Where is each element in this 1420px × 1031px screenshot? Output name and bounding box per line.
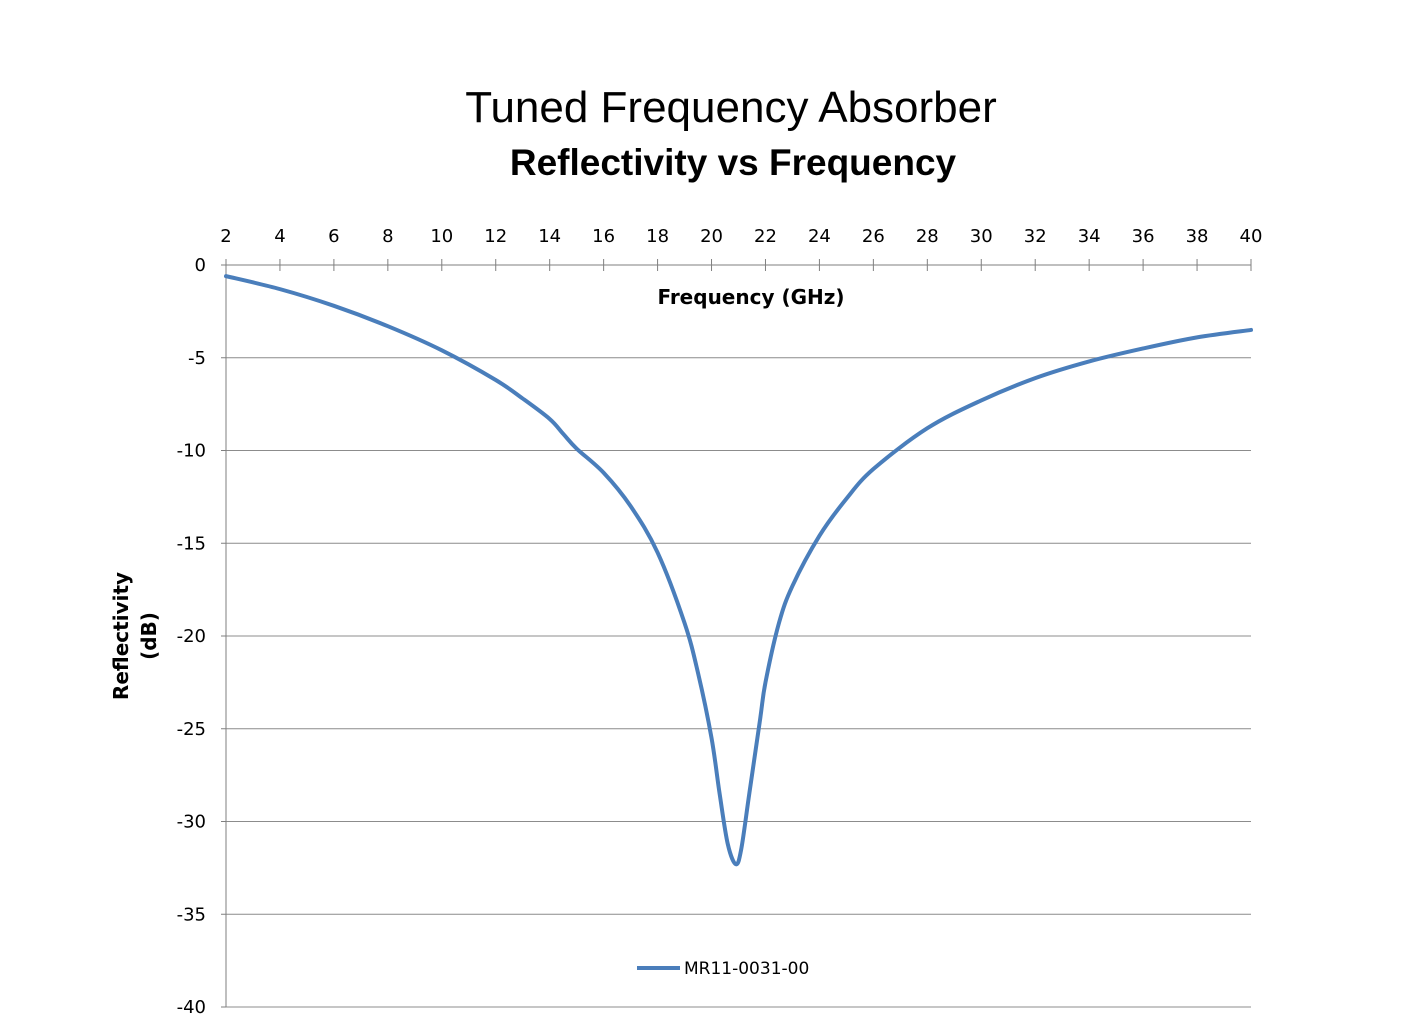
x-tick-label: 20	[700, 226, 723, 247]
x-tick-label: 18	[646, 226, 669, 247]
x-tick-label: 32	[1024, 226, 1047, 247]
y-axis-title-line1: Reflectivity	[109, 572, 133, 700]
x-tick-label: 28	[916, 226, 939, 247]
x-tick-label: 2	[220, 226, 231, 247]
x-tick-label: 4	[274, 226, 285, 247]
legend-label: MR11-0031-00	[684, 959, 809, 979]
x-tick-label: 10	[430, 226, 453, 247]
y-tick-label: -40	[177, 997, 206, 1018]
gridlines	[226, 357, 1251, 1008]
chart-title: Tuned Frequency Absorber	[465, 83, 997, 132]
x-tick-label: 36	[1132, 226, 1155, 247]
y-tick-label: -5	[188, 348, 206, 369]
x-tick-label: 22	[754, 226, 777, 247]
x-tick-label: 16	[592, 226, 615, 247]
y-tick-label: -25	[177, 719, 206, 740]
y-tick-label: -20	[177, 626, 206, 647]
x-tick-label: 40	[1240, 226, 1263, 247]
x-tick-label: 30	[970, 226, 993, 247]
series-lines	[224, 274, 1253, 867]
y-tick-label: -10	[177, 441, 206, 462]
x-tick-label: 26	[862, 226, 885, 247]
x-tick-label: 6	[328, 226, 339, 247]
y-axis-title-line2: (dB)	[137, 612, 161, 660]
x-tick-label: 8	[382, 226, 393, 247]
x-tick-labels: 2 4 6 8 10 12 14 16 18 20 22 24 26 28 30 32 34 36 38 40	[220, 226, 1262, 271]
y-tick-labels: 0 -5 -10 -15 -20 -25 -30 -35 -40	[177, 255, 226, 1018]
x-tick-label: 24	[808, 226, 831, 247]
x-axis-title: Frequency (GHz)	[657, 285, 844, 309]
series-line-mr11-0031-00	[224, 274, 1253, 867]
x-tick-label: 14	[538, 226, 561, 247]
y-tick-label: -15	[177, 533, 206, 554]
x-tick-label: 12	[484, 226, 507, 247]
x-tick-label: 38	[1186, 226, 1209, 247]
x-tick-label: 34	[1078, 226, 1101, 247]
y-tick-label: -35	[177, 904, 206, 925]
chart-subtitle: Reflectivity vs Frequency	[510, 142, 957, 183]
legend: MR11-0031-00	[637, 959, 809, 979]
y-tick-label: 0	[195, 255, 206, 276]
y-tick-label: -30	[177, 812, 206, 833]
y-axis-title: Reflectivity (dB)	[109, 572, 161, 700]
